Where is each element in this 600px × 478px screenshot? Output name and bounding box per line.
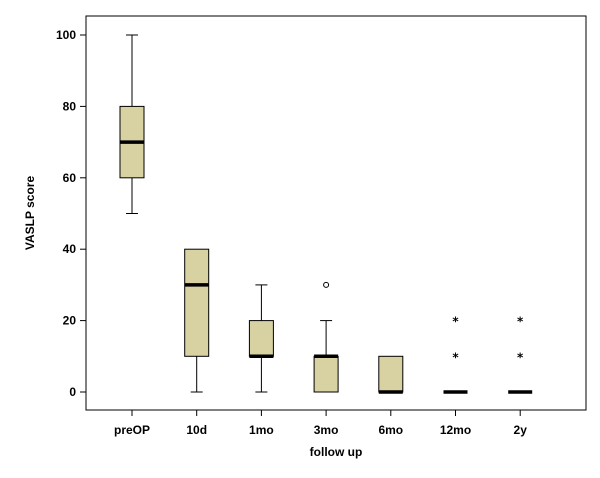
- box-6mo: [378, 355, 404, 394]
- iqr-box: [378, 355, 404, 393]
- iqr-box: [248, 320, 274, 357]
- x-tick-label: preOP: [114, 423, 150, 437]
- box-3mo: [313, 281, 339, 393]
- extreme-point: *: [452, 350, 459, 364]
- box-1mo: [248, 284, 274, 393]
- box-12mo: **: [443, 315, 468, 394]
- iqr-box: [184, 248, 210, 357]
- y-tick-label: 60: [63, 171, 77, 185]
- box-preOP: [119, 34, 145, 214]
- x-tick-label: 3mo: [314, 423, 339, 437]
- x-tick-label: 2y: [514, 423, 528, 437]
- extreme-point: *: [517, 350, 524, 364]
- box-2y: **: [508, 315, 533, 394]
- extreme-point: *: [452, 315, 459, 329]
- box-series: ****: [119, 34, 533, 394]
- extreme-point: *: [517, 315, 524, 329]
- y-tick-label: 100: [56, 28, 76, 42]
- iqr-box: [313, 355, 339, 393]
- x-tick-label: 1mo: [249, 423, 274, 437]
- x-tick-label: 10d: [186, 423, 207, 437]
- y-tick-label: 80: [63, 99, 77, 113]
- y-tick-label: 0: [69, 385, 76, 399]
- box-10d: [184, 248, 210, 393]
- y-axis-title: VASLP score: [23, 176, 37, 251]
- x-axis-ticks: preOP 10d 1mo 3mo 6mo 12mo 2y: [114, 410, 527, 437]
- outlier-point: [323, 281, 330, 288]
- plot-frame: [85, 15, 587, 411]
- x-tick-label: 12mo: [440, 423, 471, 437]
- y-axis-ticks: 0 20 40 60 80 100: [56, 28, 86, 399]
- x-tick-label: 6mo: [378, 423, 403, 437]
- y-tick-label: 20: [63, 314, 77, 328]
- x-axis-title: follow up: [310, 445, 363, 459]
- y-tick-label: 40: [63, 242, 77, 256]
